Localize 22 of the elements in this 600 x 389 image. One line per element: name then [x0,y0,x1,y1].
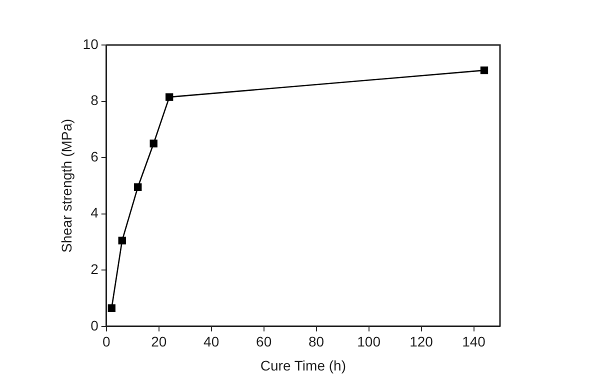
x-tick-label: 80 [308,334,324,350]
x-tick-label: 60 [256,334,272,350]
point [480,66,488,74]
y-tick-label: 8 [90,92,99,108]
x-tick-label: 120 [410,334,434,350]
point [134,183,142,191]
point [118,236,126,244]
x-axis-title: Cure Time (h) [260,357,346,374]
point [166,93,174,101]
y-tick-label: 2 [90,260,99,277]
x-tick-label: 20 [151,334,167,350]
y-tick-label: 6 [90,148,99,164]
point [108,304,116,312]
x-tick-label: 100 [357,334,381,350]
y-axis-title: Shear strength (MPa) [58,118,74,253]
y-tick-label: 0 [90,317,99,334]
point [150,140,158,148]
x-tick-label: 40 [204,334,220,350]
y-tick-label: 4 [90,204,99,221]
x-tick-label: 140 [462,334,486,350]
x-tick-label: 0 [102,334,110,350]
y-tick-label: 10 [82,36,99,52]
